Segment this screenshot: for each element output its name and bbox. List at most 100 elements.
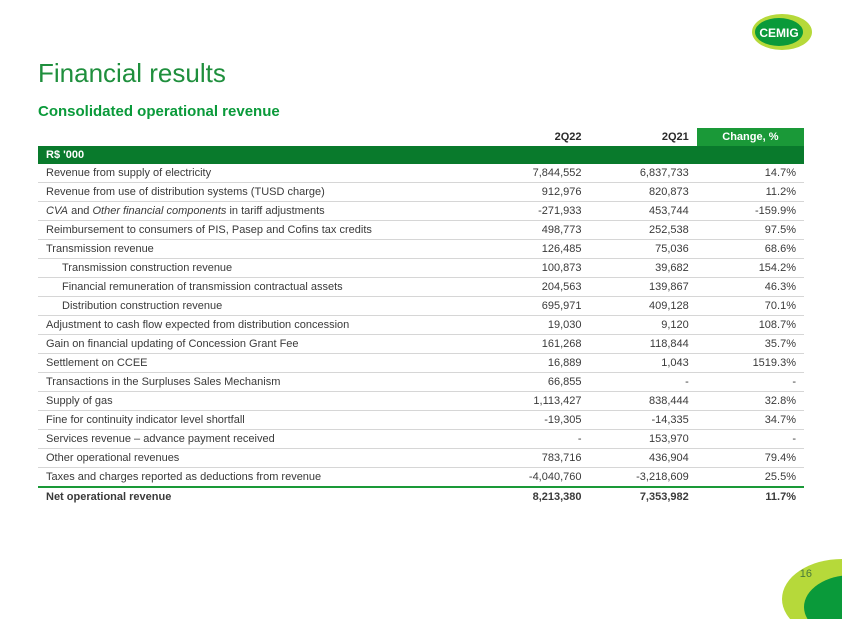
row-value-2q22: 100,873 bbox=[482, 259, 589, 278]
row-label: Gain on financial updating of Concession… bbox=[38, 335, 482, 354]
row-label: Transmission revenue bbox=[38, 240, 482, 259]
row-value-2q22: -4,040,760 bbox=[482, 468, 589, 488]
table-row: Settlement on CCEE16,8891,0431519.3% bbox=[38, 354, 804, 373]
row-label: Transmission construction revenue bbox=[38, 259, 482, 278]
row-value-2q21: 75,036 bbox=[590, 240, 697, 259]
svg-text:CEMIG: CEMIG bbox=[759, 26, 798, 40]
row-label: Supply of gas bbox=[38, 392, 482, 411]
row-value-2q21: 409,128 bbox=[590, 297, 697, 316]
page-title: Financial results bbox=[38, 58, 804, 89]
row-value-2q22: - bbox=[482, 430, 589, 449]
row-label: Adjustment to cash flow expected from di… bbox=[38, 316, 482, 335]
row-label: Fine for continuity indicator level shor… bbox=[38, 411, 482, 430]
table-row: Supply of gas1,113,427838,44432.8% bbox=[38, 392, 804, 411]
row-change: 70.1% bbox=[697, 297, 804, 316]
row-value-2q22: 783,716 bbox=[482, 449, 589, 468]
row-value-2q22: 1,113,427 bbox=[482, 392, 589, 411]
brand-logo: CEMIG bbox=[744, 12, 814, 57]
revenue-table: 2Q22 2Q21 Change, % R$ '000 Revenue from… bbox=[38, 128, 804, 506]
row-value-2q22: 912,976 bbox=[482, 183, 589, 202]
row-change: 79.4% bbox=[697, 449, 804, 468]
table-row: Adjustment to cash flow expected from di… bbox=[38, 316, 804, 335]
col-header-q22: 2Q22 bbox=[482, 128, 589, 146]
row-label: Settlement on CCEE bbox=[38, 354, 482, 373]
row-change: - bbox=[697, 430, 804, 449]
row-change: - bbox=[697, 373, 804, 392]
table-column-headers: 2Q22 2Q21 Change, % bbox=[38, 128, 804, 146]
table-row: Transactions in the Surpluses Sales Mech… bbox=[38, 373, 804, 392]
section-subtitle: Consolidated operational revenue bbox=[38, 103, 804, 120]
row-value-2q22: 695,971 bbox=[482, 297, 589, 316]
table-row: Transmission revenue126,48575,03668.6% bbox=[38, 240, 804, 259]
row-change: 32.8% bbox=[697, 392, 804, 411]
row-value-2q21: 820,873 bbox=[590, 183, 697, 202]
corner-decoration bbox=[752, 529, 842, 624]
row-change: 25.5% bbox=[697, 468, 804, 488]
row-label: Revenue from supply of electricity bbox=[38, 164, 482, 183]
row-value-2q21: - bbox=[590, 373, 697, 392]
row-label: Reimbursement to consumers of PIS, Pasep… bbox=[38, 221, 482, 240]
row-change: 35.7% bbox=[697, 335, 804, 354]
row-value-2q21: 6,837,733 bbox=[590, 164, 697, 183]
row-value-2q21: 9,120 bbox=[590, 316, 697, 335]
unit-label: R$ '000 bbox=[38, 146, 482, 164]
table-row: Gain on financial updating of Concession… bbox=[38, 335, 804, 354]
table-row: Distribution construction revenue695,971… bbox=[38, 297, 804, 316]
row-label: CVA and Other financial components in ta… bbox=[38, 202, 482, 221]
row-change: 108.7% bbox=[697, 316, 804, 335]
row-label: Other operational revenues bbox=[38, 449, 482, 468]
row-value-2q22: 66,855 bbox=[482, 373, 589, 392]
table-row: CVA and Other financial components in ta… bbox=[38, 202, 804, 221]
row-value-2q21: 118,844 bbox=[590, 335, 697, 354]
row-label: Taxes and charges reported as deductions… bbox=[38, 468, 482, 488]
row-value-2q22: 161,268 bbox=[482, 335, 589, 354]
row-value-2q21: 1,043 bbox=[590, 354, 697, 373]
row-value-2q21: 139,867 bbox=[590, 278, 697, 297]
table-row: Revenue from use of distribution systems… bbox=[38, 183, 804, 202]
row-value-2q21: 39,682 bbox=[590, 259, 697, 278]
row-value-2q21: -14,335 bbox=[590, 411, 697, 430]
row-value-2q22: 16,889 bbox=[482, 354, 589, 373]
table-row: Financial remuneration of transmission c… bbox=[38, 278, 804, 297]
row-change: 97.5% bbox=[697, 221, 804, 240]
row-value-2q21: 153,970 bbox=[590, 430, 697, 449]
total-value: 8,213,380 bbox=[482, 487, 589, 506]
row-change: 1519.3% bbox=[697, 354, 804, 373]
row-value-2q22: 19,030 bbox=[482, 316, 589, 335]
row-label: Financial remuneration of transmission c… bbox=[38, 278, 482, 297]
row-label: Transactions in the Surpluses Sales Mech… bbox=[38, 373, 482, 392]
row-value-2q22: -271,933 bbox=[482, 202, 589, 221]
row-change: 11.2% bbox=[697, 183, 804, 202]
col-header-q21: 2Q21 bbox=[590, 128, 697, 146]
row-value-2q22: 498,773 bbox=[482, 221, 589, 240]
page-number: 16 bbox=[800, 568, 812, 580]
row-value-2q21: 838,444 bbox=[590, 392, 697, 411]
col-header-change: Change, % bbox=[697, 128, 804, 146]
table-row: Reimbursement to consumers of PIS, Pasep… bbox=[38, 221, 804, 240]
row-change: -159.9% bbox=[697, 202, 804, 221]
row-label: Revenue from use of distribution systems… bbox=[38, 183, 482, 202]
row-change: 34.7% bbox=[697, 411, 804, 430]
row-change: 68.6% bbox=[697, 240, 804, 259]
row-value-2q21: 252,538 bbox=[590, 221, 697, 240]
unit-row: R$ '000 bbox=[38, 146, 804, 164]
row-change: 14.7% bbox=[697, 164, 804, 183]
table-row: Services revenue – advance payment recei… bbox=[38, 430, 804, 449]
row-change: 154.2% bbox=[697, 259, 804, 278]
row-value-2q21: -3,218,609 bbox=[590, 468, 697, 488]
table-row: Other operational revenues783,716436,904… bbox=[38, 449, 804, 468]
row-value-2q21: 436,904 bbox=[590, 449, 697, 468]
row-value-2q22: 7,844,552 bbox=[482, 164, 589, 183]
row-label: Services revenue – advance payment recei… bbox=[38, 430, 482, 449]
row-change: 46.3% bbox=[697, 278, 804, 297]
row-value-2q21: 453,744 bbox=[590, 202, 697, 221]
total-value: 7,353,982 bbox=[590, 487, 697, 506]
row-label: Distribution construction revenue bbox=[38, 297, 482, 316]
total-label: Net operational revenue bbox=[38, 487, 482, 506]
table-row: Taxes and charges reported as deductions… bbox=[38, 468, 804, 488]
row-value-2q22: 126,485 bbox=[482, 240, 589, 259]
total-value: 11.7% bbox=[697, 487, 804, 506]
row-value-2q22: -19,305 bbox=[482, 411, 589, 430]
table-row: Revenue from supply of electricity7,844,… bbox=[38, 164, 804, 183]
row-value-2q22: 204,563 bbox=[482, 278, 589, 297]
